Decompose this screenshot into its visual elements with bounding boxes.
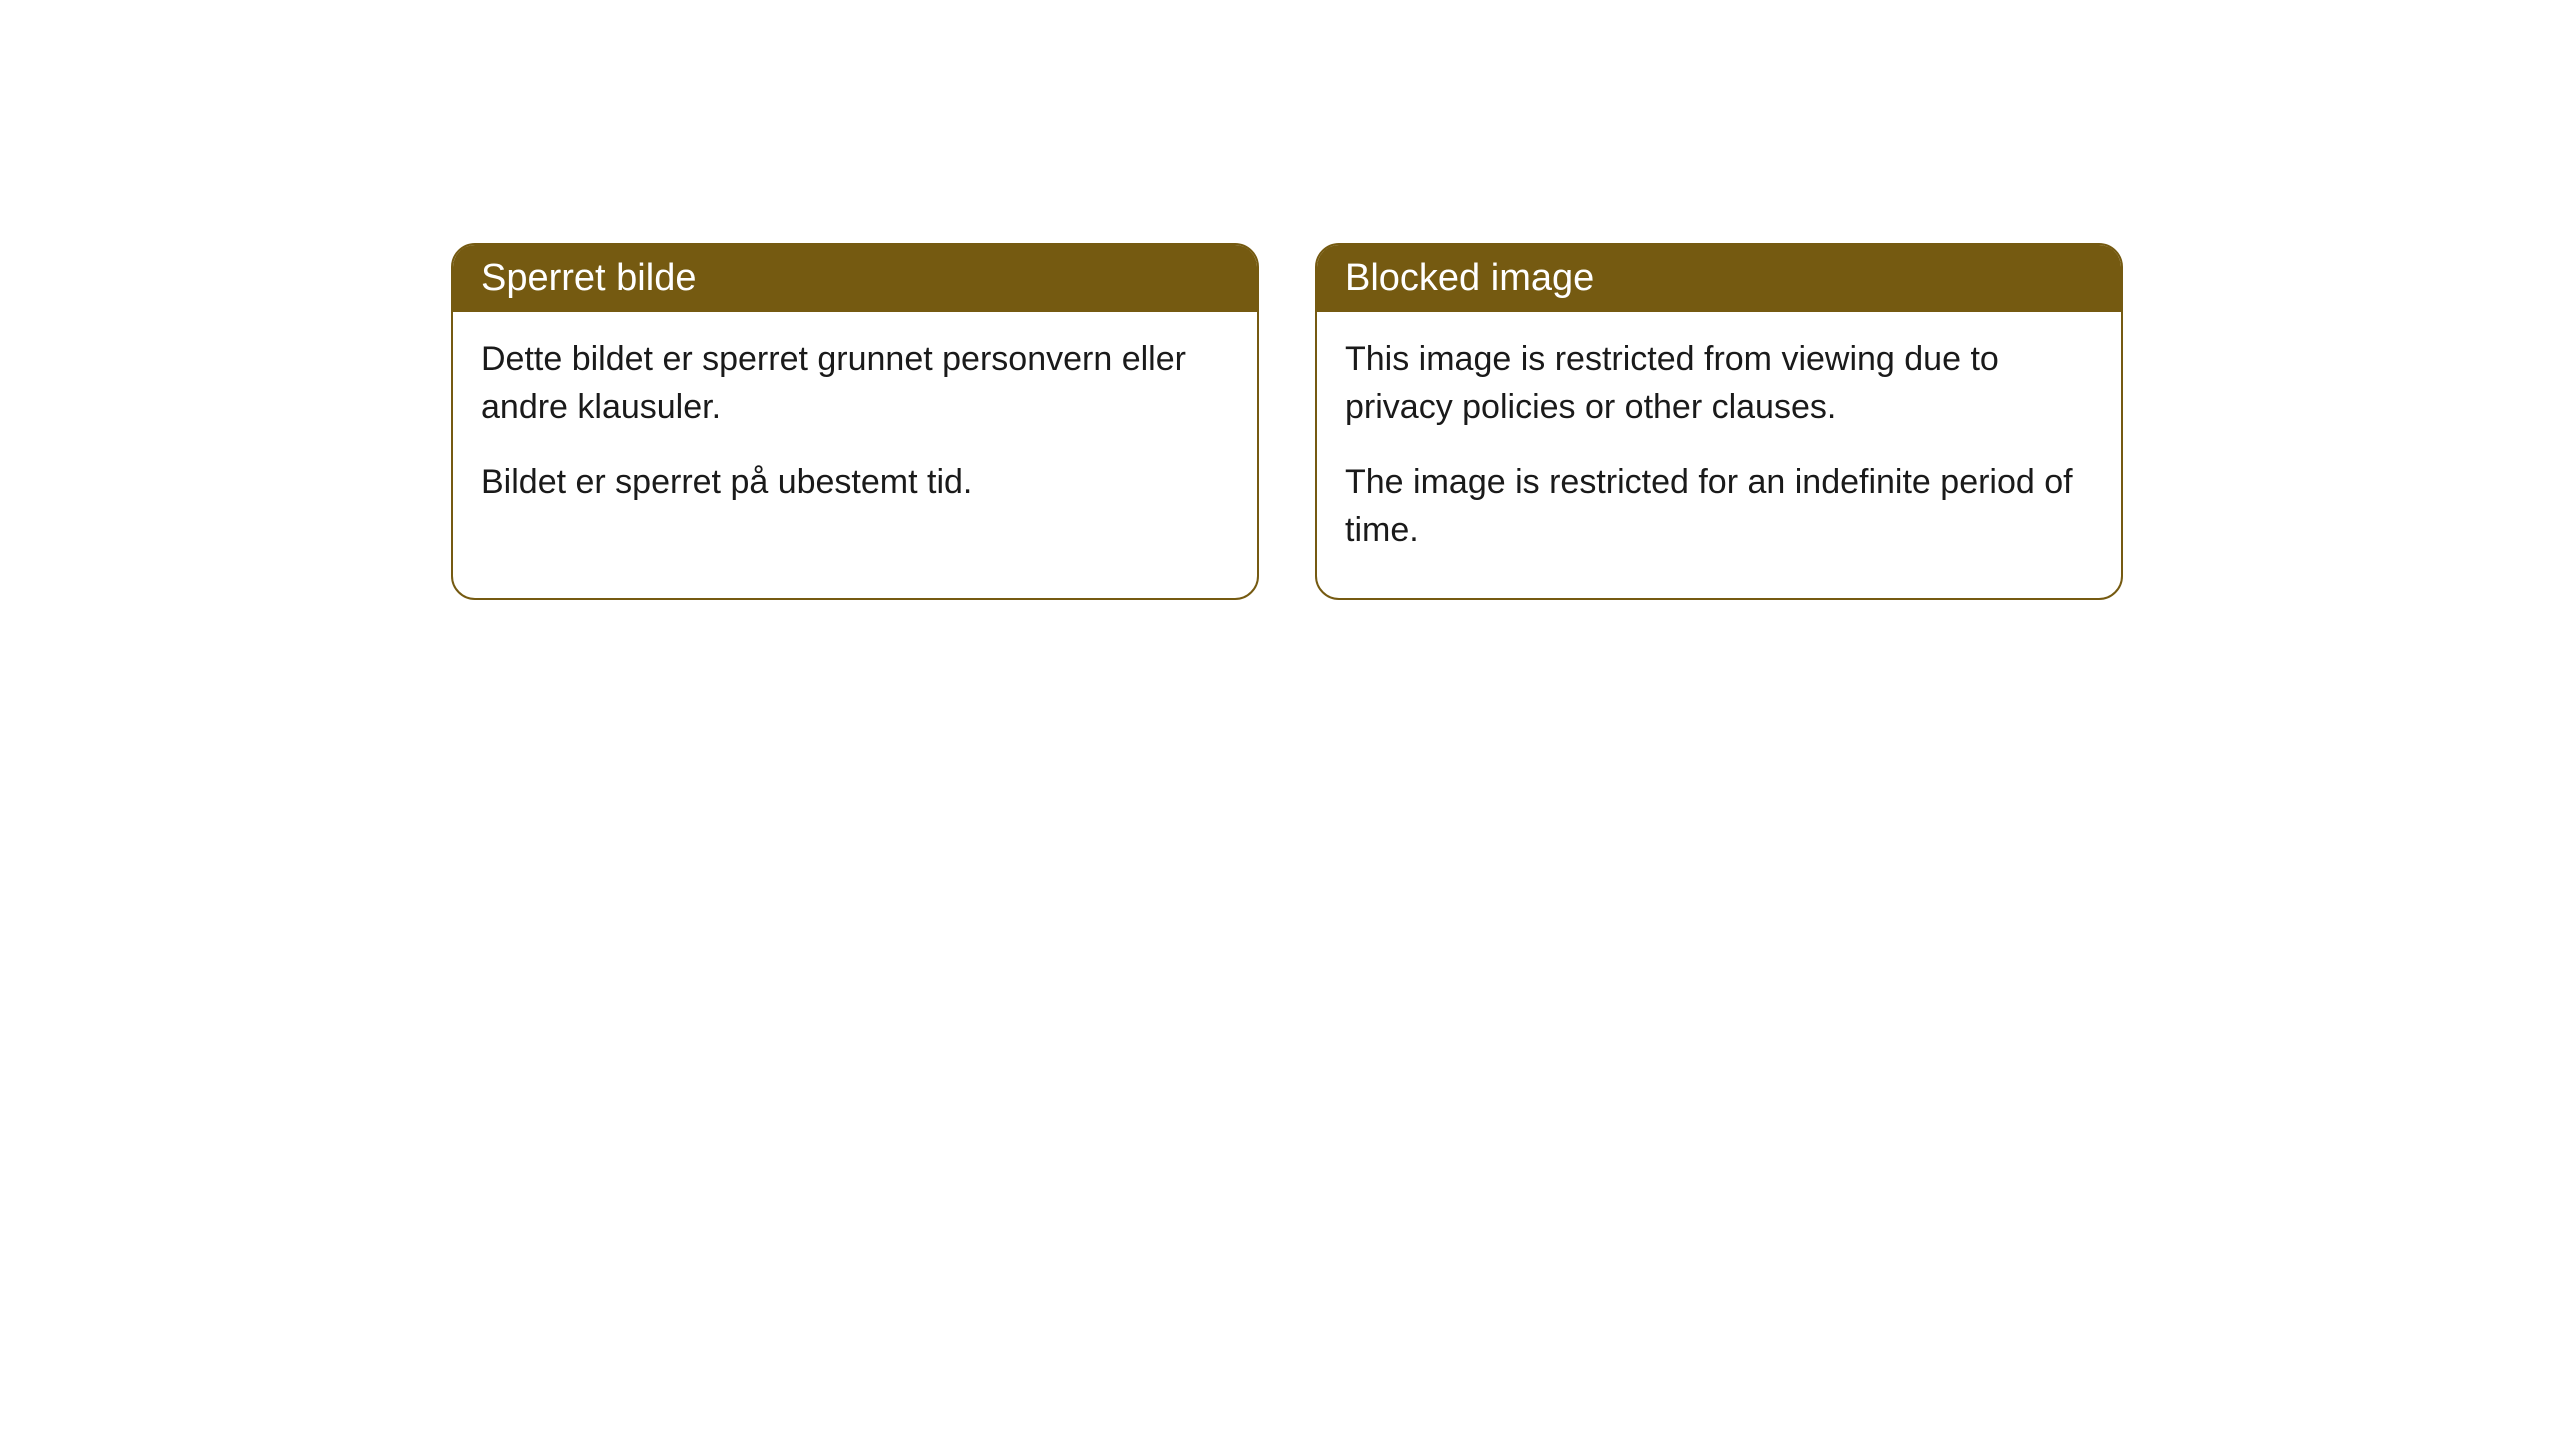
card-paragraph-2-english: The image is restricted for an indefinit… (1345, 459, 2093, 554)
blocked-image-card-english: Blocked image This image is restricted f… (1315, 243, 2123, 600)
card-title-english: Blocked image (1345, 257, 1594, 299)
notice-cards-container: Sperret bilde Dette bildet er sperret gr… (451, 243, 2123, 600)
card-paragraph-2-norwegian: Bildet er sperret på ubestemt tid. (481, 459, 1229, 507)
blocked-image-card-norwegian: Sperret bilde Dette bildet er sperret gr… (451, 243, 1259, 600)
card-body-norwegian: Dette bildet er sperret grunnet personve… (453, 312, 1257, 551)
card-header-norwegian: Sperret bilde (453, 245, 1257, 312)
card-header-english: Blocked image (1317, 245, 2121, 312)
card-title-norwegian: Sperret bilde (481, 257, 696, 299)
card-paragraph-1-norwegian: Dette bildet er sperret grunnet personve… (481, 336, 1229, 431)
card-paragraph-1-english: This image is restricted from viewing du… (1345, 336, 2093, 431)
card-body-english: This image is restricted from viewing du… (1317, 312, 2121, 598)
